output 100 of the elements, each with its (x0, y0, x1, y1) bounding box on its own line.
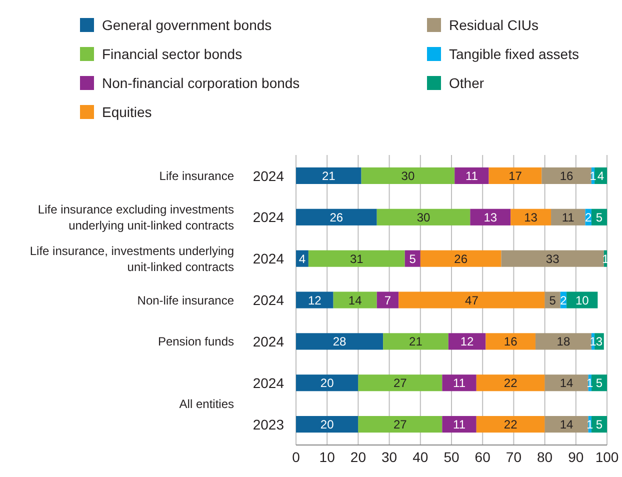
legend-label: Other (449, 75, 484, 92)
bar (535, 333, 592, 350)
bar (442, 416, 476, 433)
y-tick-label: 2024 (252, 209, 284, 226)
x-tick-label: 0 (292, 449, 300, 465)
bar (376, 208, 470, 226)
data-label: 4 (597, 169, 604, 184)
bar (376, 292, 399, 308)
text: Life insurance excluding investments underlying unit-linked contracts (38, 202, 234, 232)
bar (296, 374, 358, 392)
data-label: 11 (453, 418, 466, 432)
data-label: 11 (465, 169, 478, 184)
y-tick-label: 2023 (252, 416, 284, 432)
bar (470, 208, 511, 226)
bar (448, 333, 486, 350)
bar (488, 167, 542, 184)
text: Life insurance, investments underlying unit-linked contracts (30, 244, 234, 274)
bar (296, 333, 384, 350)
bar (510, 208, 552, 226)
bar (296, 208, 377, 226)
data-label: 14 (560, 376, 574, 390)
data-label: 11 (562, 210, 575, 224)
data-label: 21 (322, 169, 336, 184)
y-tick-label: 2024 (252, 168, 284, 184)
y-tick-label: 2024 (252, 333, 284, 350)
y-tick-label: 2024 (252, 250, 284, 267)
bar (358, 416, 442, 433)
x-tick-label: 20 (350, 449, 366, 465)
data-label: 18 (556, 334, 570, 349)
data-label: 4 (298, 252, 306, 266)
bar (476, 374, 545, 392)
x-tick-label: 30 (382, 449, 398, 465)
legend-label: General government bonds (102, 17, 272, 34)
data-label: 5 (596, 376, 603, 390)
data-label: 5 (549, 293, 556, 308)
data-label: 20 (320, 376, 334, 390)
x-tick-label: 80 (537, 449, 553, 465)
data-label: 17 (508, 169, 522, 184)
x-tick-label: 70 (506, 449, 522, 465)
data-label: 26 (330, 210, 344, 224)
text: Life insurance (159, 169, 234, 184)
bar (501, 250, 604, 267)
bar (383, 333, 448, 350)
x-tick-label: 90 (568, 449, 584, 465)
legend-label: Non-financial corporation bonds (102, 75, 300, 92)
x-tick-label: 10 (319, 449, 336, 465)
bar (333, 292, 377, 308)
legend-label: Financial sector bonds (102, 46, 242, 62)
data-label: 30 (401, 169, 415, 184)
data-label: 10 (575, 293, 590, 308)
data-label: 27 (394, 418, 408, 432)
bar (542, 167, 592, 184)
bar (476, 416, 545, 433)
bar (454, 167, 489, 184)
data-label: 2 (584, 210, 592, 224)
bar (296, 167, 362, 184)
bar (566, 292, 598, 308)
data-label: 5 (596, 210, 603, 224)
data-label: 16 (504, 334, 518, 349)
x-tick-label: 40 (412, 449, 428, 465)
data-label: 14 (560, 418, 574, 432)
bar (296, 292, 334, 308)
data-label: 13 (484, 210, 498, 224)
bar (361, 167, 455, 184)
x-tick-label: 50 (444, 449, 460, 465)
bar (398, 292, 545, 308)
y-tick-label: 2024 (252, 374, 284, 391)
legend-label: Equities (102, 104, 152, 120)
bar (544, 292, 560, 308)
data-label: 27 (394, 376, 408, 390)
data-label: 12 (460, 334, 474, 349)
bar (358, 374, 442, 392)
text: Pension funds (158, 334, 234, 349)
bar (551, 208, 586, 226)
data-label: 7 (384, 293, 392, 308)
data-label: 13 (524, 210, 538, 224)
data-label: 3 (596, 334, 603, 349)
x-tick-label: 100 (595, 449, 619, 465)
data-label: 2 (560, 293, 568, 308)
data-label: 5 (409, 252, 416, 266)
data-label: 16 (560, 169, 574, 184)
data-label: 30 (416, 210, 431, 224)
x-tick-label: 60 (474, 449, 491, 465)
data-label: 11 (453, 376, 466, 390)
y-tick-label: 2024 (252, 292, 284, 308)
bar (308, 250, 405, 267)
data-label: 33 (546, 252, 560, 266)
legend-label: Residual CIUs (449, 17, 538, 34)
data-label: 28 (332, 334, 347, 349)
data-label: 12 (308, 293, 322, 308)
data-label: 31 (350, 252, 364, 266)
text: Non-life insurance (137, 293, 234, 308)
data-label: 22 (504, 376, 518, 390)
data-label: 5 (596, 418, 603, 432)
data-label: 26 (454, 252, 468, 266)
bar (544, 374, 588, 392)
data-label: 14 (348, 293, 362, 308)
data-label: 20 (320, 418, 334, 432)
data-label: 22 (504, 418, 518, 432)
bar (420, 250, 502, 267)
